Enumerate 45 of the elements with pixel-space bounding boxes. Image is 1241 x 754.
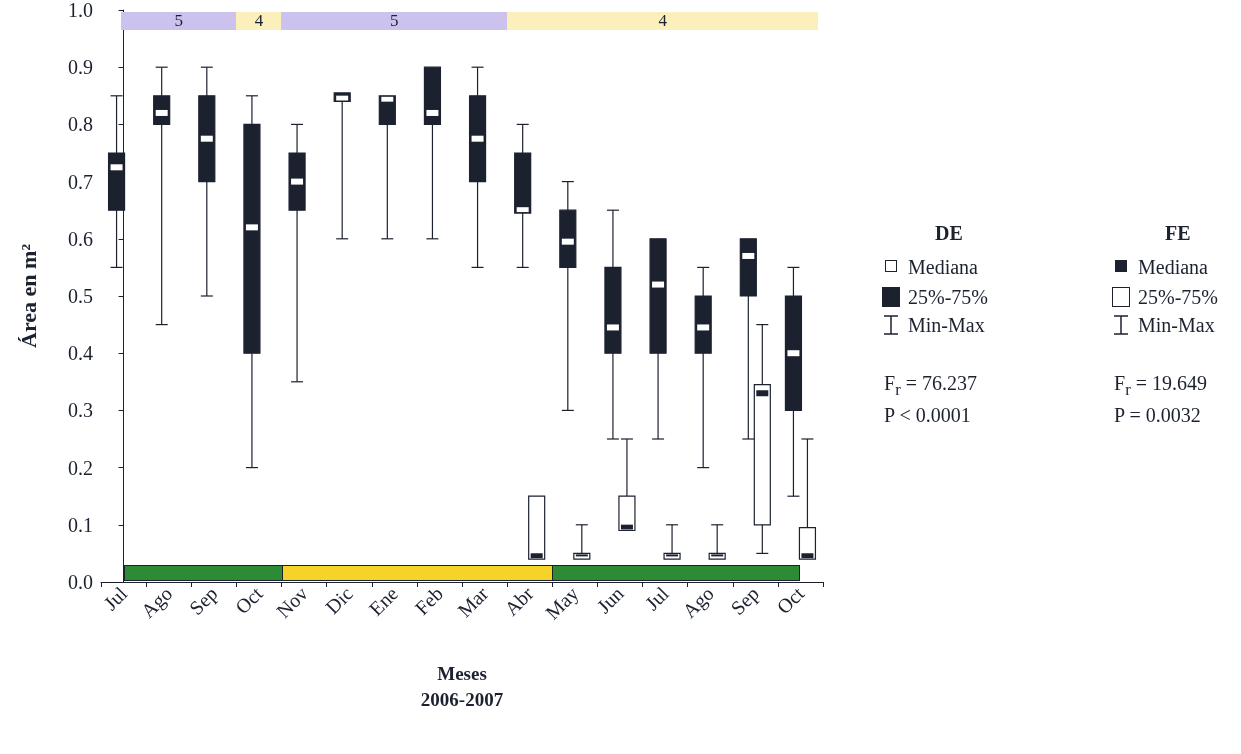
x-tick-label: Ago (678, 582, 719, 623)
x-tick-label: Dic (321, 582, 358, 619)
y-tick-label: 1.0 (68, 0, 93, 21)
text: 25%-75% (908, 286, 988, 308)
text: Mediana (1138, 256, 1208, 278)
text: P = 0.0032 (1114, 404, 1201, 426)
text: F$_{r}$ = 19.649 (1114, 372, 1207, 401)
y-tick-label: 0.3 (68, 399, 93, 422)
annotation: 4 (507, 11, 819, 30)
annotation: 5 (121, 11, 237, 30)
x-tick-label: Feb (410, 582, 448, 619)
annotation: 5 (281, 11, 508, 30)
x-tick-label: Oct (230, 581, 268, 619)
y-axis-title: Área en m² (15, 243, 41, 348)
x-tick-label: Jul (99, 581, 132, 615)
x-tick-label: Oct (772, 581, 809, 619)
x-tick-label: Ago (136, 582, 178, 623)
x-tick-label: Nov (271, 582, 312, 623)
y-tick-label: 0.9 (68, 56, 93, 79)
y-tick-label: 0.2 (68, 456, 93, 479)
x-tick-label: Jun (592, 582, 628, 618)
x-tick-label: Jul (640, 581, 674, 615)
text: P < 0.0001 (884, 404, 971, 426)
text: Min-Max (908, 314, 985, 336)
x-tick-label: May (541, 582, 584, 625)
x-tick-label: Sep (726, 582, 764, 620)
text: Mediana (908, 256, 978, 278)
y-tick-label: 0.5 (68, 285, 93, 307)
x-tick-label: Ene (364, 582, 403, 620)
text: FE (1165, 222, 1191, 244)
y-tick-label: 0.1 (68, 513, 93, 536)
y-tick-label: 0.6 (68, 227, 93, 250)
y-tick-label: 0.4 (68, 342, 93, 365)
x-tick-label: Abr (499, 581, 538, 620)
text: F$_{r}$ = 76.237 (884, 372, 977, 401)
text: DE (935, 222, 963, 244)
text: 25%-75% (1138, 286, 1218, 308)
annotation: 4 (236, 11, 282, 30)
y-tick-label: 0.8 (68, 113, 93, 136)
x-tick-label: Sep (184, 582, 223, 620)
x-axis-title: Meses 2006-2007 (420, 662, 504, 710)
y-tick-label: 0.0 (68, 571, 93, 593)
x-tick-label: Mar (453, 581, 493, 622)
text: Min-Max (1138, 314, 1215, 336)
y-tick-label: 0.7 (68, 170, 93, 193)
